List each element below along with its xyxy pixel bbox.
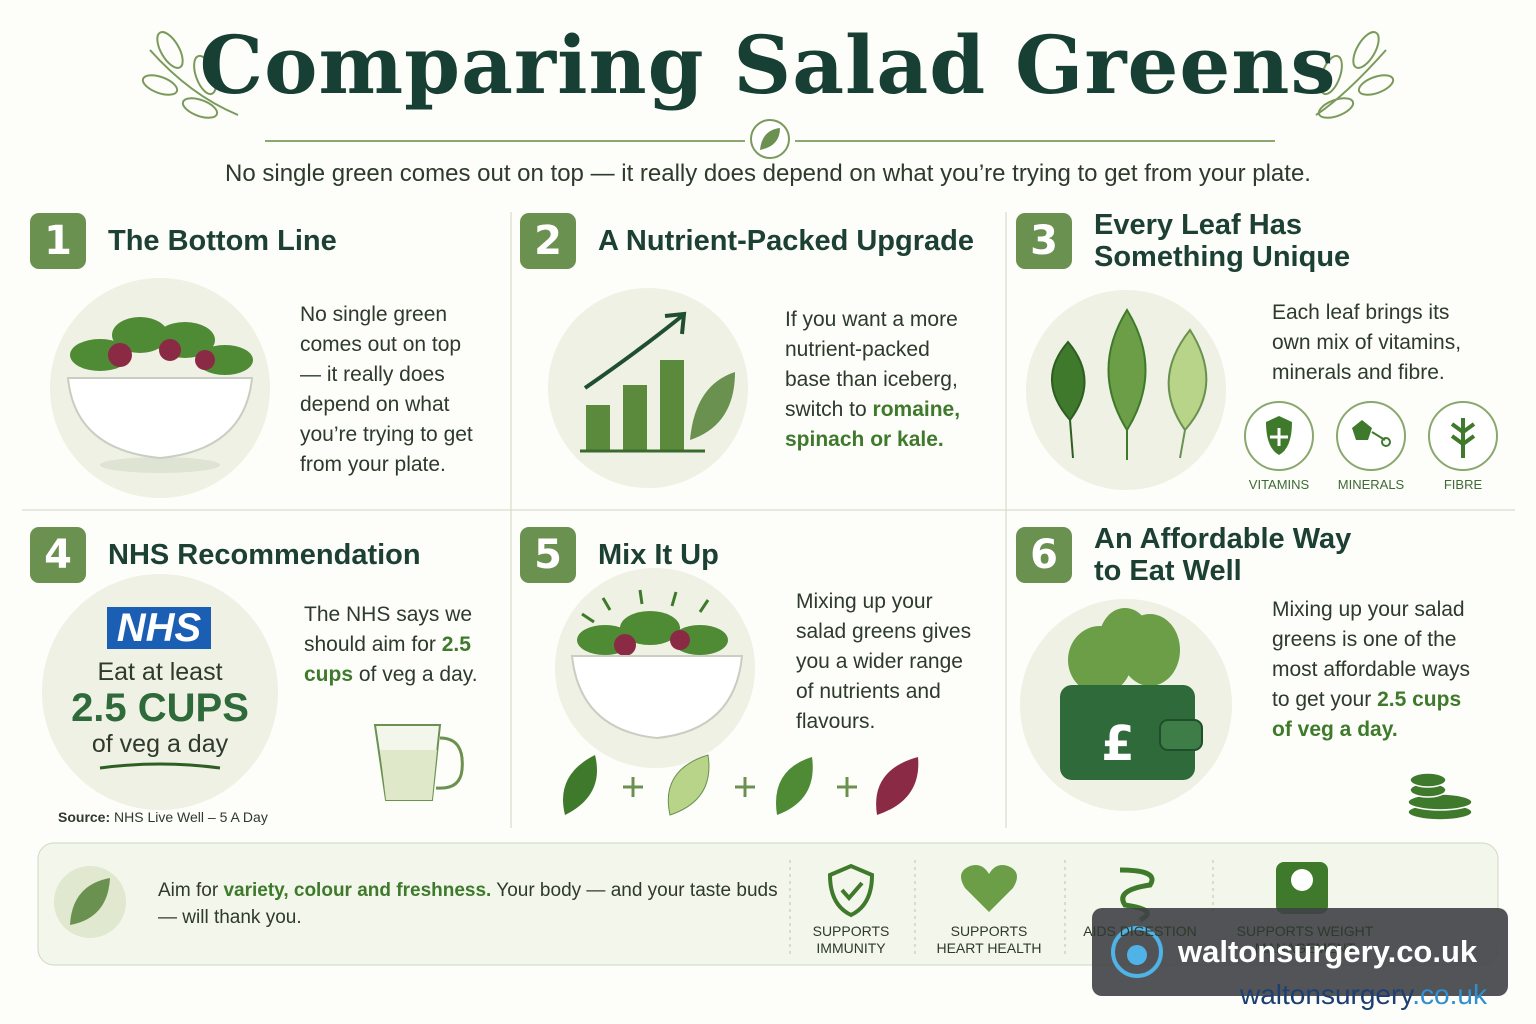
benefit: SUPPORTS WEIGHT MANAGEMENT: [1236, 923, 1374, 956]
section-body: Mixing up your salad greens gives you a …: [796, 587, 976, 737]
source-text: NHS Live Well – 5 A Day: [114, 809, 268, 825]
text: Mixing up your salad greens is one of th…: [1272, 598, 1471, 711]
section-heading: An Affordable Way to Eat Well: [1094, 523, 1352, 587]
emphasis: 2.5 cups of veg a day.: [1272, 688, 1462, 741]
title: Comparing Salad Greens: [199, 18, 1337, 112]
emphasis: 2.5 cups: [304, 633, 471, 686]
benefit: AIDS DIGESTION: [1083, 923, 1197, 939]
section-heading: A Nutrient-Packed Upgrade: [598, 225, 974, 257]
section-heading: The Bottom Line: [108, 225, 337, 257]
text: of veg a day.: [358, 663, 478, 686]
nutrient-label: FIBRE: [1443, 477, 1483, 492]
footer-message: Aim for variety, colour and freshness. Y…: [158, 877, 783, 931]
nhs-amount: 2.5 CUPS: [71, 686, 249, 730]
text: Aim for: [158, 880, 219, 901]
section-body: If you want a more nutrient-packed base …: [785, 305, 975, 455]
emphasis: romaine, spinach or kale.: [785, 398, 961, 451]
source-label: Source:: [58, 809, 111, 825]
svg-text:£: £: [1101, 716, 1134, 772]
section-number: 5: [520, 527, 576, 583]
logo-part: surgery: [1320, 979, 1413, 1010]
text: Mixing up your salad greens gives you a …: [796, 590, 972, 733]
nutrient-label: MINERALS: [1337, 477, 1405, 492]
logo-part: .co.uk: [1412, 979, 1487, 1010]
emphasis: variety, colour and freshness.: [223, 880, 492, 901]
section-number: 1: [30, 213, 86, 269]
watermark-banner: waltonsurgery.co.uk: [1178, 934, 1478, 969]
section-heading: Every Leaf Has Something Unique: [1094, 209, 1351, 273]
text: The NHS says we should aim for: [304, 603, 473, 656]
section-body: Each leaf brings its own mix of vitamins…: [1272, 298, 1472, 388]
nhs-line: of veg a day: [91, 730, 229, 758]
section-body: The NHS says we should aim for 2.5 cups …: [304, 600, 479, 690]
text: If you want a more nutrient-packed base …: [785, 308, 958, 421]
section-body: Mixing up your salad greens is one of th…: [1272, 595, 1472, 745]
section-heading: NHS Recommendation: [108, 539, 421, 571]
section-number: 6: [1016, 527, 1072, 583]
sprig-right: [1315, 31, 1395, 119]
section-body: No single green comes out on top — it re…: [300, 300, 482, 480]
text: Your body — and your taste buds — will t…: [158, 880, 778, 928]
nhs-line: Eat at least: [97, 658, 223, 686]
benefit: SUPPORTS HEART HEALTH: [936, 923, 1042, 956]
nhs-logo: NHS: [107, 607, 211, 649]
section-number: 3: [1016, 213, 1072, 269]
logo-part: walton: [1240, 979, 1321, 1010]
source: Source: NHS Live Well – 5 A Day: [58, 809, 268, 825]
text: Each leaf brings its own mix of vitamins…: [1272, 301, 1462, 384]
text: No single green comes out on top — it re…: [300, 303, 473, 476]
nutrient-label: VITAMINS: [1248, 477, 1310, 492]
subtitle: No single green comes out on top — it re…: [225, 160, 1311, 187]
section-heading: Mix It Up: [598, 539, 719, 571]
section-number: 2: [520, 213, 576, 269]
section-number: 4: [30, 527, 86, 583]
benefit: SUPPORTS IMMUNITY: [812, 923, 890, 956]
sprig-left: [141, 31, 239, 119]
watermark-logo: waltonsurgery.co.uk: [1240, 979, 1487, 1011]
